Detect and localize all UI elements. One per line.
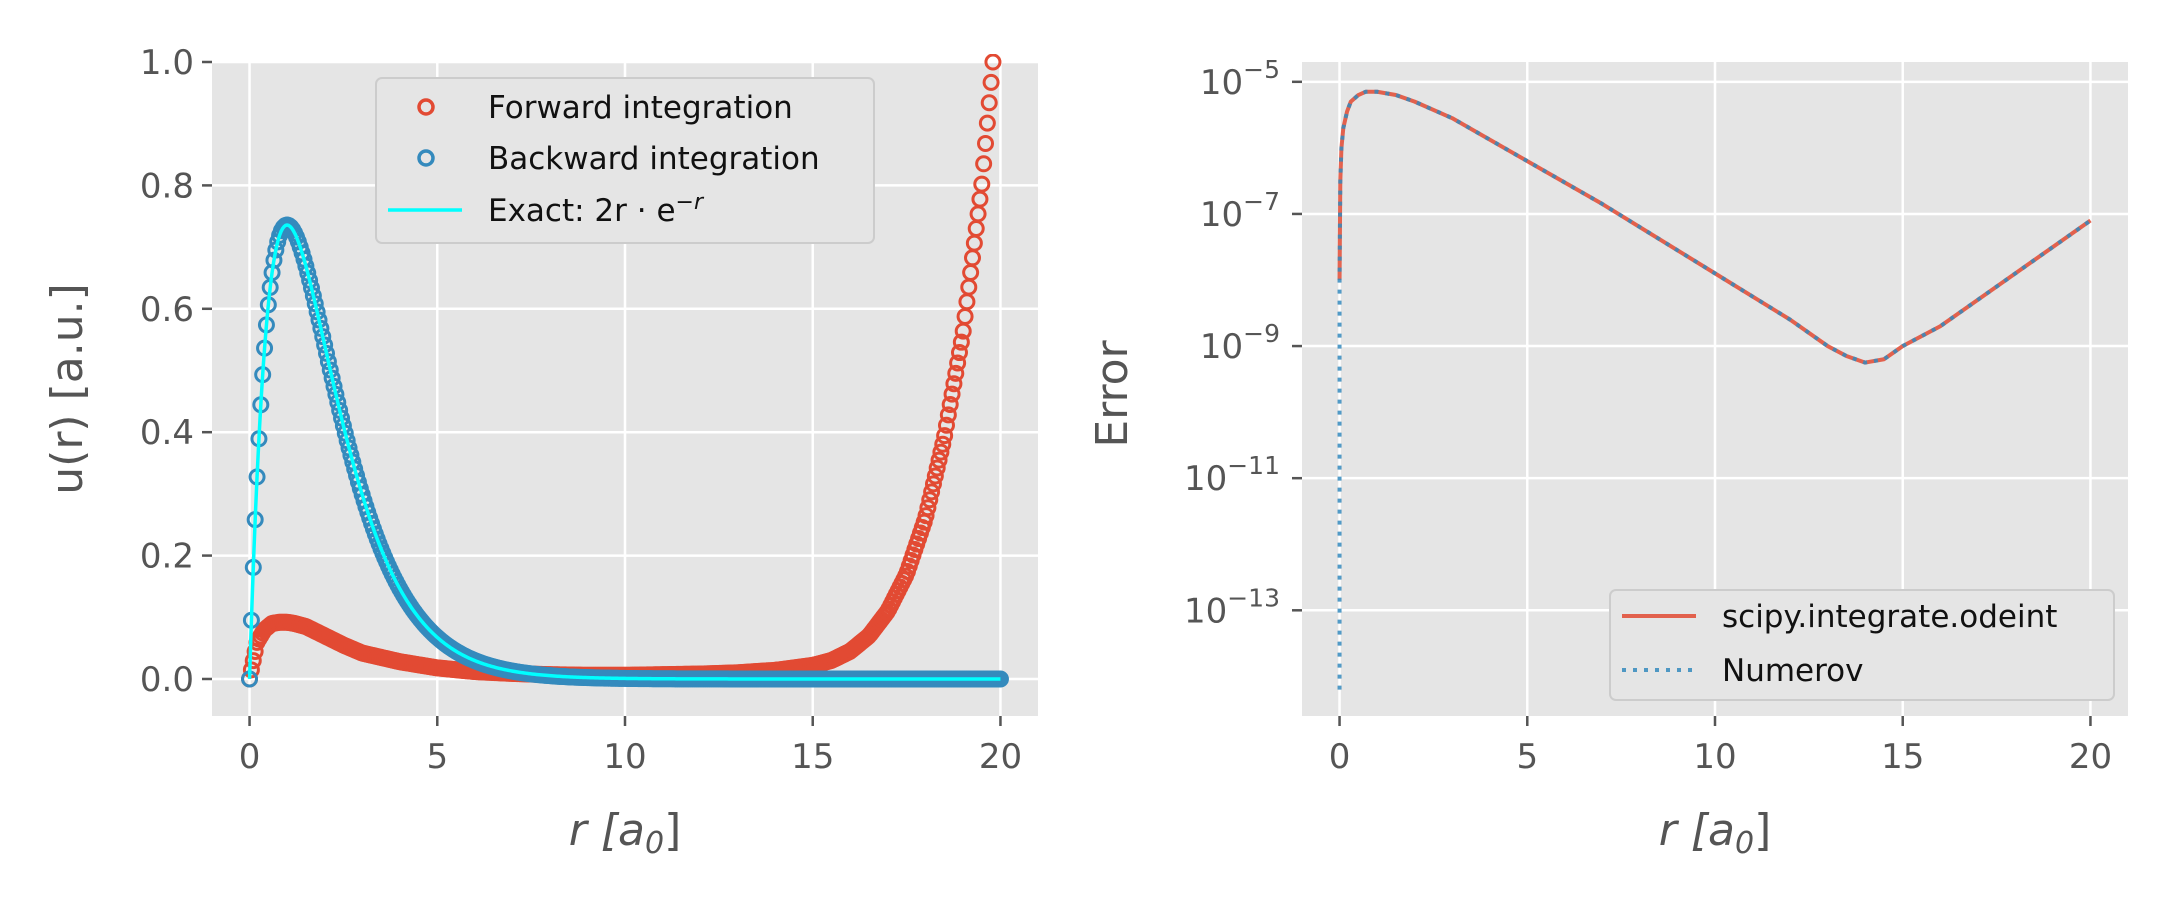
right-y-tick-label: 10−5 bbox=[1200, 55, 1280, 103]
forward-point bbox=[930, 451, 948, 469]
legend-numerov-label: Numerov bbox=[1722, 653, 1863, 689]
right-y-tick-label: 10−9 bbox=[1200, 319, 1280, 367]
right-x-tick-label: 5 bbox=[1516, 737, 1538, 777]
forward-point bbox=[917, 507, 935, 525]
right-x-ticks: 0 5 10 15 20 bbox=[1329, 716, 2112, 777]
forward-point bbox=[919, 499, 937, 517]
right-x-tick-label: 20 bbox=[2069, 737, 2112, 777]
forward-point bbox=[949, 354, 967, 372]
left-y-tick-label: 0.6 bbox=[140, 290, 194, 330]
right-x-tick-label: 0 bbox=[1329, 737, 1351, 777]
forward-point bbox=[244, 652, 262, 670]
forward-point bbox=[928, 459, 946, 477]
left-x-tick-label: 5 bbox=[426, 737, 448, 777]
legend-odeint-label: scipy.integrate.odeint bbox=[1722, 599, 2057, 635]
forward-point bbox=[934, 435, 952, 453]
right-y-tick-label: 10−7 bbox=[1200, 187, 1280, 235]
forward-point bbox=[975, 155, 993, 173]
left-legend-frame bbox=[375, 77, 875, 244]
forward-point bbox=[947, 364, 965, 382]
legend-exact-label: Exact: 2r · e−r bbox=[488, 190, 705, 229]
left-y-axis-label: u(r) [a.u.] bbox=[42, 283, 93, 494]
forward-point bbox=[926, 467, 944, 485]
legend-forward-marker bbox=[417, 98, 435, 116]
left-y-tick-label: 0.2 bbox=[140, 537, 194, 577]
forward-point bbox=[984, 54, 1002, 71]
legend-backward-label: Backward integration bbox=[488, 141, 820, 177]
forward-point bbox=[977, 134, 995, 152]
forward-point bbox=[978, 114, 996, 132]
forward-point bbox=[932, 443, 950, 461]
right-y-tick-label: 10−13 bbox=[1184, 583, 1280, 631]
forward-point bbox=[936, 427, 954, 445]
forward-point bbox=[939, 406, 957, 424]
forward-point bbox=[950, 344, 968, 362]
right-x-tick-label: 10 bbox=[1693, 737, 1736, 777]
right-y-tick-label: 10−11 bbox=[1184, 451, 1280, 499]
right-y-axis-label: Error bbox=[1087, 339, 1138, 447]
legend-backward-marker bbox=[417, 149, 435, 167]
left-y-tick-label: 0.0 bbox=[140, 660, 194, 700]
forward-point bbox=[982, 73, 1000, 91]
left-plot-clip-group bbox=[241, 54, 1009, 688]
left-x-tick-label: 0 bbox=[239, 737, 261, 777]
left-y-ticks: 0.0 0.2 0.4 0.6 0.8 1.0 bbox=[140, 43, 212, 700]
forward-point bbox=[924, 475, 942, 493]
right-plot-area bbox=[1337, 89, 2092, 690]
left-chart-panel: 0 5 10 15 20 0.0 0.2 0.4 0.6 0.8 1.0 r [a0] u(r) … bbox=[42, 43, 1038, 861]
forward-point bbox=[921, 491, 939, 509]
right-y-ticks: 10−5 10−7 10−9 10−11 10−13 bbox=[1184, 55, 1302, 631]
right-x-tick-label: 15 bbox=[1881, 737, 1924, 777]
left-y-tick-label: 0.8 bbox=[140, 166, 194, 206]
legend-forward-label: Forward integration bbox=[488, 90, 793, 126]
forward-point bbox=[973, 175, 991, 193]
left-x-tick-label: 10 bbox=[603, 737, 646, 777]
forward-point bbox=[945, 375, 963, 393]
left-x-tick-label: 15 bbox=[791, 737, 834, 777]
exact-solution-line bbox=[247, 223, 1001, 681]
left-x-tick-label: 20 bbox=[979, 737, 1022, 777]
left-y-tick-label: 0.4 bbox=[140, 413, 194, 453]
left-y-tick-label: 1.0 bbox=[140, 43, 194, 83]
forward-point bbox=[937, 416, 955, 434]
numerov-error-line bbox=[1337, 89, 2092, 690]
right-x-axis-label: r [a0] bbox=[1659, 805, 1771, 861]
forward-point bbox=[943, 385, 961, 403]
left-x-ticks: 0 5 10 15 20 bbox=[239, 716, 1022, 777]
left-x-axis-label: r [a0] bbox=[569, 805, 681, 861]
forward-point bbox=[923, 483, 941, 501]
right-chart-panel: 0 5 10 15 20 10−5 10−7 10−9 10−11 10−13 r [a0] E… bbox=[1087, 55, 2128, 861]
forward-point bbox=[952, 333, 970, 351]
left-legend: Forward integration Backward integration… bbox=[375, 77, 875, 244]
forward-point bbox=[980, 94, 998, 112]
right-legend-frame bbox=[1609, 589, 2115, 701]
right-legend: scipy.integrate.odeint Numerov bbox=[1609, 589, 2115, 701]
forward-point bbox=[941, 395, 959, 413]
right-plot-clip-group bbox=[1337, 89, 2092, 690]
left-plot-area bbox=[241, 54, 1009, 688]
